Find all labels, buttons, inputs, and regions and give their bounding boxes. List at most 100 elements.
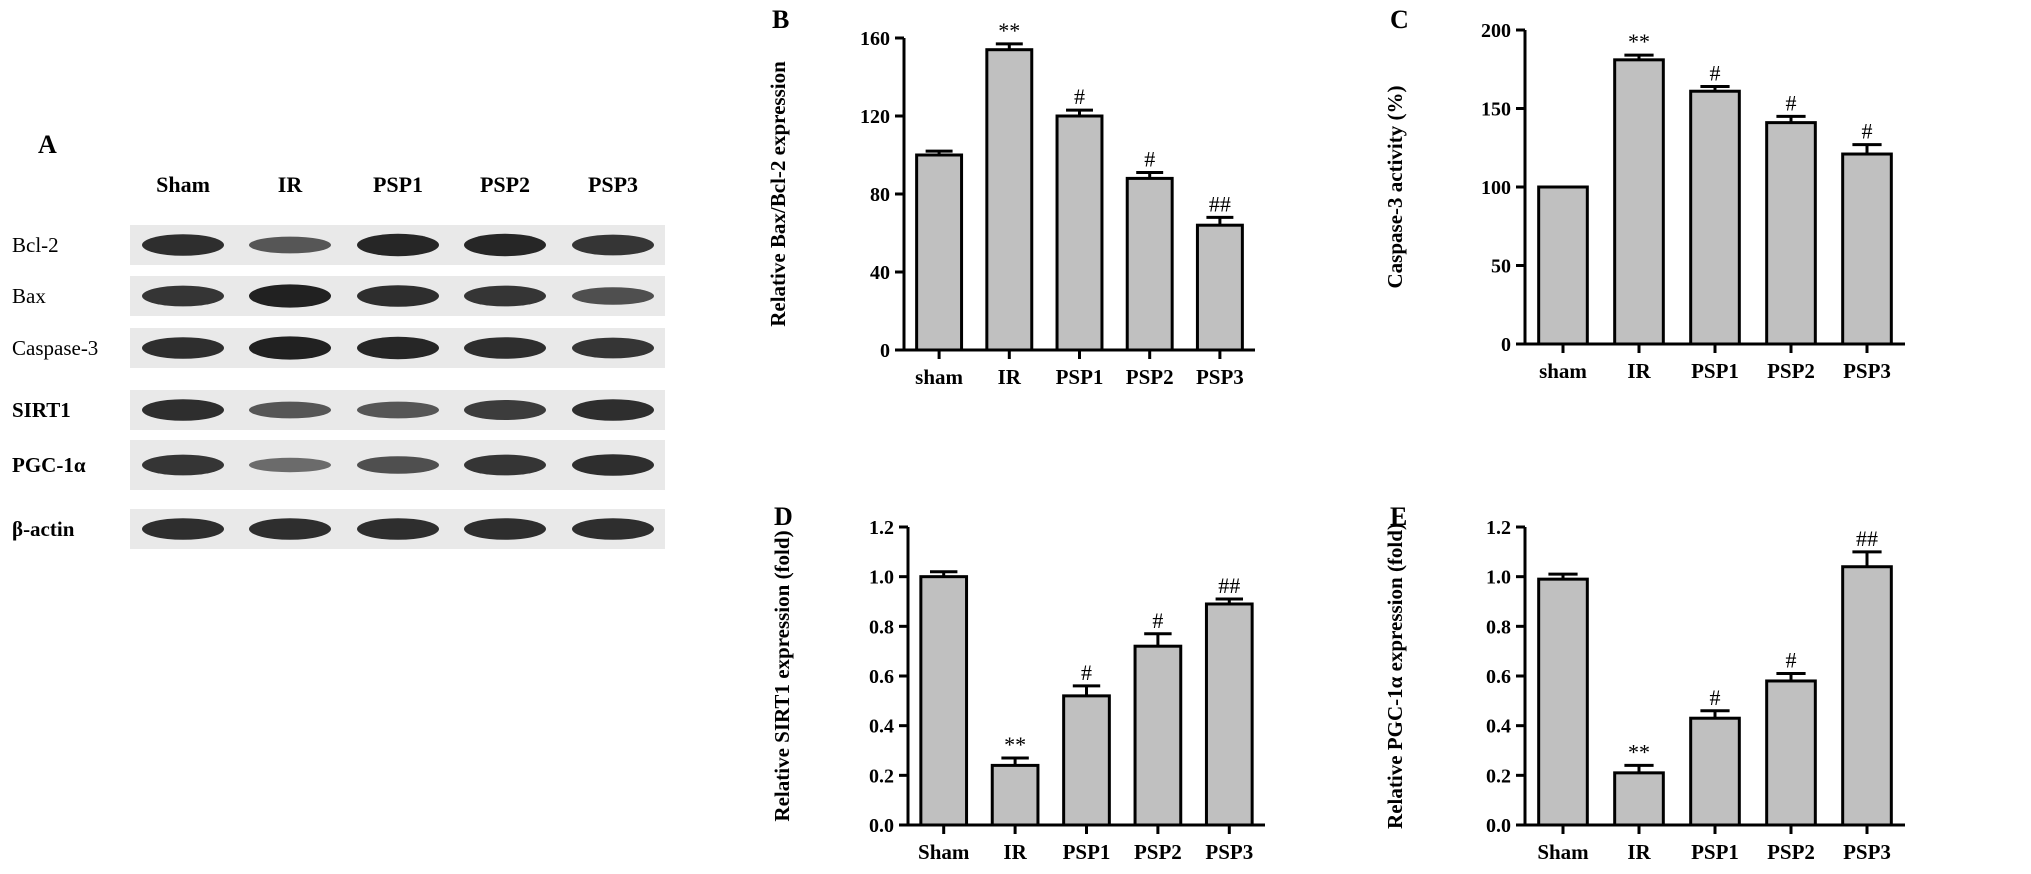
significance-marker: ** bbox=[1628, 739, 1650, 764]
significance-marker: # bbox=[1152, 608, 1163, 633]
y-tick-label: 0.6 bbox=[869, 666, 894, 688]
significance-marker: # bbox=[1786, 90, 1797, 115]
y-tick-label: 160 bbox=[860, 28, 890, 50]
band-psp2 bbox=[464, 285, 546, 307]
y-tick-label: 0.0 bbox=[1486, 815, 1511, 837]
significance-marker: # bbox=[1144, 147, 1155, 172]
band-sham bbox=[142, 454, 224, 476]
significance-marker: # bbox=[1710, 61, 1721, 86]
western-blot-panel: A Sham IR PSP1 PSP2 PSP3 Bcl-2 Bax Caspase-3 SIR… bbox=[12, 130, 665, 549]
x-tick-label: IR bbox=[1627, 840, 1651, 864]
bar-psp1 bbox=[1689, 89, 1741, 346]
blot-row-sirt1: SIRT1 bbox=[12, 390, 665, 430]
blot-row-label: SIRT1 bbox=[12, 398, 71, 422]
bar-group-psp2: # PSP2 bbox=[1765, 90, 1817, 383]
y-tick-label: 1.2 bbox=[869, 517, 894, 539]
bar-psp1 bbox=[1689, 716, 1741, 827]
bar-group-sham: Sham bbox=[918, 570, 970, 864]
x-tick-label: Sham bbox=[918, 840, 970, 864]
bar-group-psp2: # PSP2 bbox=[1125, 147, 1174, 389]
y-tick-label: 0.0 bbox=[869, 815, 894, 837]
bar-group-psp3: ## PSP3 bbox=[1195, 191, 1244, 389]
bar-group-ir: ** IR bbox=[985, 18, 1034, 389]
band-ir bbox=[249, 284, 331, 308]
blot-row-label: PGC-1α bbox=[12, 453, 86, 477]
band-sham bbox=[142, 399, 224, 421]
y-tick-label: 120 bbox=[860, 106, 890, 128]
y-tick-label: 0.2 bbox=[869, 765, 894, 787]
bar-group-psp1: # PSP1 bbox=[1689, 61, 1741, 383]
x-tick-label: IR bbox=[998, 365, 1022, 389]
x-tick-label: IR bbox=[1627, 359, 1651, 383]
band-psp1 bbox=[357, 456, 439, 474]
chart-c: C 0 50 100 150 200 Caspase-3 activity (%) sham *… bbox=[1383, 5, 1905, 383]
band-psp3 bbox=[572, 287, 654, 305]
significance-marker: ## bbox=[1218, 573, 1240, 598]
band-ir bbox=[249, 236, 331, 254]
y-tick-label: 0.8 bbox=[1486, 616, 1511, 638]
x-tick-label: PSP2 bbox=[1134, 840, 1182, 864]
band-psp1 bbox=[357, 233, 439, 257]
bar-group-psp1: # PSP1 bbox=[1062, 660, 1111, 864]
blot-row-bcl-2: Bcl-2 bbox=[12, 225, 665, 265]
y-tick-label: 0 bbox=[880, 340, 890, 362]
lane-label-sham: Sham bbox=[156, 172, 210, 197]
y-tick-label: 1.0 bbox=[869, 567, 894, 589]
chart-b: B 0 40 80 120 160 Relative Bax/Bcl-2 expressio… bbox=[766, 5, 1255, 389]
panel-letter-a: A bbox=[38, 130, 57, 159]
lane-label-psp1: PSP1 bbox=[373, 172, 423, 197]
y-tick-label: 0.4 bbox=[869, 716, 894, 738]
blot-row-bax: Bax bbox=[12, 276, 665, 316]
y-axis-title: Relative PGC-1α expression (fold) bbox=[1383, 523, 1407, 829]
significance-marker: # bbox=[1081, 660, 1092, 685]
x-tick-label: IR bbox=[1003, 840, 1027, 864]
significance-marker: # bbox=[1710, 685, 1721, 710]
band-ir bbox=[249, 518, 331, 540]
band-psp1 bbox=[357, 401, 439, 419]
band-sham bbox=[142, 518, 224, 540]
panel-letter-d: D bbox=[774, 502, 793, 531]
bar-group-psp1: # PSP1 bbox=[1689, 685, 1741, 864]
x-tick-label: PSP2 bbox=[1767, 840, 1815, 864]
y-tick-label: 200 bbox=[1481, 20, 1511, 42]
band-psp3 bbox=[572, 454, 654, 476]
bar-sham bbox=[1537, 577, 1589, 827]
bar-psp2 bbox=[1765, 121, 1817, 346]
y-tick-label: 40 bbox=[870, 262, 890, 284]
bar-psp3 bbox=[1841, 152, 1893, 346]
y-tick-label: 150 bbox=[1481, 99, 1511, 121]
significance-marker: # bbox=[1786, 648, 1797, 673]
bar-psp1 bbox=[1062, 694, 1111, 827]
x-tick-label: sham bbox=[915, 365, 963, 389]
band-psp2 bbox=[464, 454, 546, 476]
band-ir bbox=[249, 336, 331, 360]
chart-e: E 0.0 0.2 0.4 0.6 0.8 1.0 1.2 Relative PGC-1α ex… bbox=[1383, 502, 1905, 864]
x-tick-label: PSP3 bbox=[1843, 840, 1891, 864]
y-tick-label: 1.2 bbox=[1486, 517, 1511, 539]
bar-group-ir: ** IR bbox=[1613, 739, 1665, 864]
bar-psp3 bbox=[1204, 602, 1254, 827]
x-tick-label: sham bbox=[1539, 359, 1587, 383]
panel-letter-c: C bbox=[1390, 5, 1409, 34]
band-sham bbox=[142, 337, 224, 359]
y-tick-label: 0.8 bbox=[869, 616, 894, 638]
bar-ir bbox=[1613, 58, 1665, 346]
panel-letter-b: B bbox=[772, 5, 789, 34]
x-tick-label: PSP1 bbox=[1691, 359, 1739, 383]
blot-row-label: β-actin bbox=[12, 517, 75, 541]
band-ir bbox=[249, 457, 331, 473]
bar-group-sham: sham bbox=[915, 149, 964, 389]
bar-ir bbox=[990, 763, 1040, 827]
band-psp2 bbox=[464, 233, 546, 257]
y-tick-label: 100 bbox=[1481, 177, 1511, 199]
band-psp1 bbox=[357, 336, 439, 360]
band-psp3 bbox=[572, 399, 654, 421]
blot-row-label: Caspase-3 bbox=[12, 336, 98, 360]
bar-psp3 bbox=[1841, 565, 1893, 827]
bar-psp1 bbox=[1055, 114, 1104, 352]
bar-group-sham: sham bbox=[1537, 185, 1589, 383]
band-psp3 bbox=[572, 518, 654, 540]
bar-sham bbox=[919, 575, 969, 827]
panel-letter-e: E bbox=[1390, 502, 1407, 531]
